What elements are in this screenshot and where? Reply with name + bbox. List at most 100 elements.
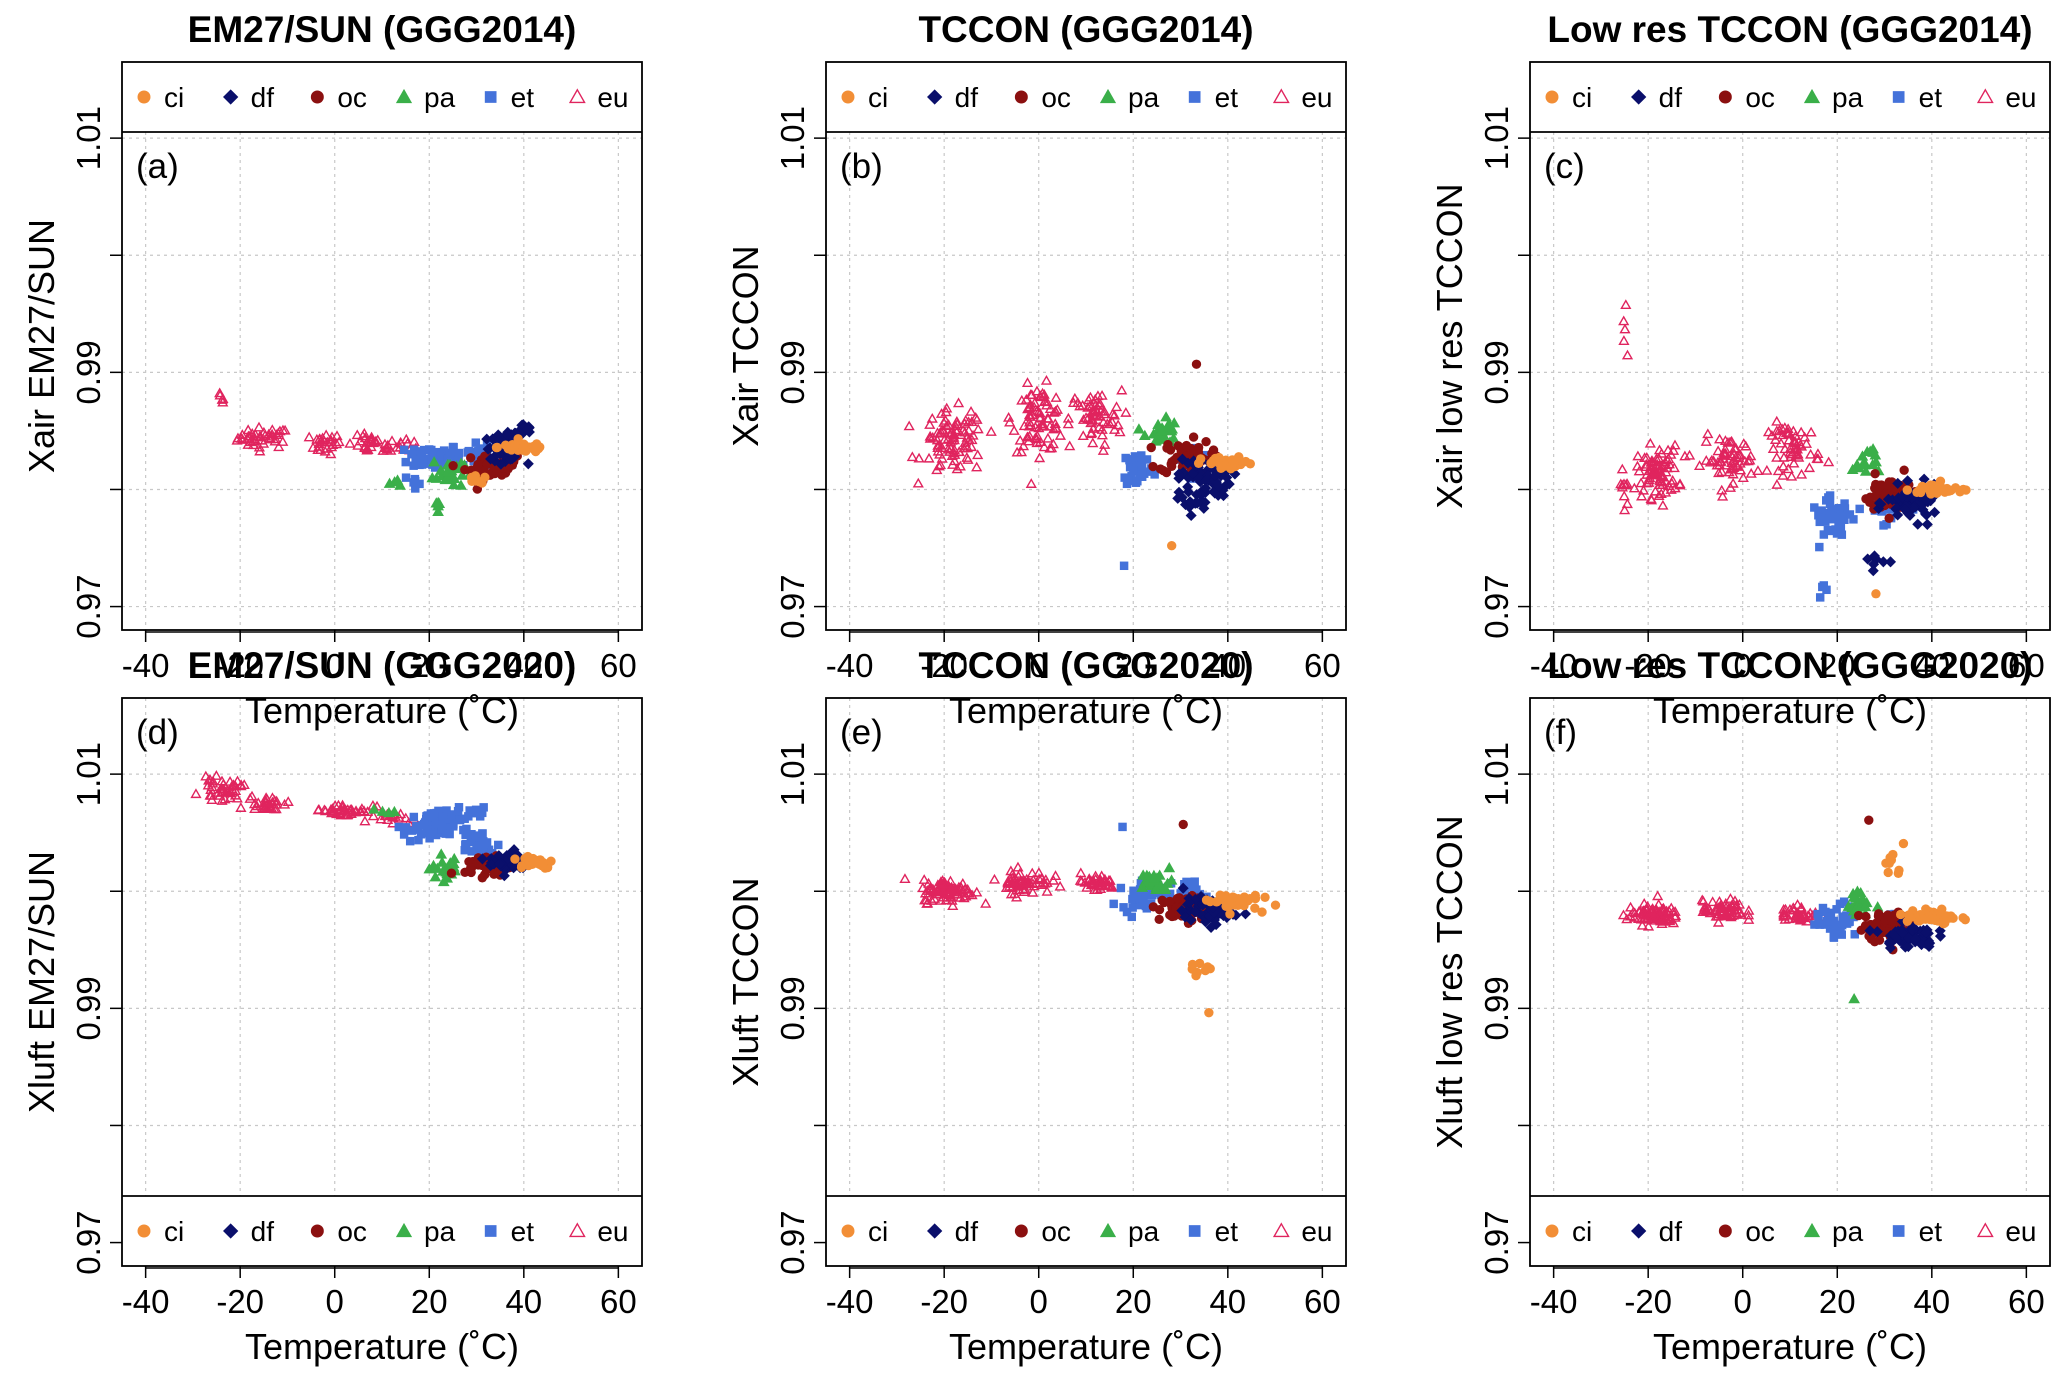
point-et [1127, 912, 1136, 922]
y-tick-label: 1.01 [1478, 742, 1515, 806]
point-ci [1224, 895, 1234, 905]
point-et [472, 451, 481, 460]
point-pa [1848, 993, 1860, 1004]
point-eu [1727, 477, 1739, 488]
panel-c: ci df oc pa et eu -40 -20 0 20 40 60 Temperature (˚C… [1429, 9, 2051, 731]
y-axis: 0.97 0.99 1.01 [1478, 742, 1530, 1275]
point-ci [1215, 890, 1225, 900]
point-et [1832, 905, 1841, 914]
point-et [1834, 503, 1844, 513]
point-et [401, 473, 411, 482]
point-eu [1731, 459, 1743, 470]
point-et [1810, 920, 1819, 929]
point-eu [1782, 428, 1795, 439]
point-eu [913, 452, 925, 463]
legend-item-oc: oc [310, 82, 367, 113]
point-eu [1733, 452, 1745, 463]
data-points [190, 770, 556, 887]
point-df [481, 433, 493, 445]
data-points [899, 819, 1281, 1018]
point-et [429, 451, 438, 460]
point-df [482, 443, 494, 455]
point-eu [1693, 460, 1706, 470]
point-ci [1916, 487, 1926, 498]
point-et [399, 830, 409, 839]
point-eu [244, 793, 256, 803]
point-et [416, 830, 426, 839]
point-df [1182, 486, 1194, 498]
point-eu [1112, 419, 1124, 430]
point-eu [351, 429, 363, 440]
point-eu [1616, 479, 1628, 490]
point-df [1921, 518, 1933, 530]
point-oc [1201, 436, 1211, 447]
point-et [1156, 890, 1165, 900]
point-eu [1728, 442, 1741, 453]
point-et [1855, 504, 1864, 514]
point-eu [1017, 883, 1029, 894]
point-df [1892, 509, 1904, 521]
point-eu [924, 432, 936, 443]
point-df [1209, 487, 1221, 499]
point-et [1840, 499, 1849, 508]
point-eu [1618, 315, 1630, 326]
point-eu [1743, 914, 1755, 924]
legend-item-oc: oc [1718, 1216, 1775, 1247]
point-oc [1191, 359, 1202, 369]
point-df [1873, 503, 1885, 515]
point-et [443, 822, 452, 832]
series-ci [466, 434, 545, 488]
panel-label: (c) [1544, 147, 1585, 186]
grid [826, 132, 1346, 630]
point-eu [1644, 437, 1656, 448]
point-eu [924, 430, 936, 441]
point-eu [1784, 903, 1796, 914]
legend-label-ci: ci [164, 82, 184, 113]
legend-marker-oc [1014, 90, 1028, 104]
legend-marker-df [927, 1223, 943, 1239]
point-et [1119, 903, 1128, 912]
panel-label: (e) [840, 713, 883, 752]
point-et [454, 455, 463, 464]
point-df [1868, 558, 1880, 570]
point-eu [236, 429, 248, 439]
point-eu [1031, 430, 1043, 441]
point-eu [1097, 445, 1109, 455]
point-eu [1642, 920, 1655, 931]
data-points [1615, 299, 1971, 602]
point-ci [1250, 890, 1260, 901]
x-tick-label: 40 [1209, 1283, 1246, 1320]
point-eu [235, 432, 248, 443]
point-et [425, 834, 434, 843]
point-eu [912, 477, 924, 488]
point-eu [1003, 411, 1015, 422]
point-eu [903, 420, 915, 431]
point-eu [1645, 468, 1658, 479]
legend: ci df oc pa et eu [1545, 82, 2036, 113]
x-axis: -40 -20 0 20 40 60 [1530, 630, 2045, 684]
point-eu [1812, 448, 1824, 459]
legend-item-oc: oc [1014, 1216, 1071, 1247]
point-eu [1619, 323, 1631, 334]
point-et [487, 849, 497, 858]
point-et [407, 450, 416, 459]
x-axis-title: Temperature (˚C) [949, 690, 1223, 731]
point-df [1883, 936, 1896, 948]
point-eu [899, 873, 911, 884]
point-df [1208, 914, 1221, 926]
legend-marker-eu [1976, 88, 1994, 104]
legend-marker-eu [568, 1222, 586, 1238]
point-eu [1715, 455, 1727, 466]
point-oc [489, 869, 499, 879]
point-eu [962, 454, 974, 464]
point-eu [1024, 398, 1036, 409]
point-eu [1728, 462, 1740, 472]
point-ci [1895, 909, 1906, 920]
panel-e: ci df oc pa et eu -40 -20 0 20 40 60 Temperature (˚C… [725, 645, 1347, 1367]
point-eu [1108, 424, 1121, 434]
point-oc [1169, 455, 1179, 466]
point-eu [1031, 433, 1043, 444]
point-et [1836, 518, 1845, 527]
point-eu [924, 419, 936, 429]
